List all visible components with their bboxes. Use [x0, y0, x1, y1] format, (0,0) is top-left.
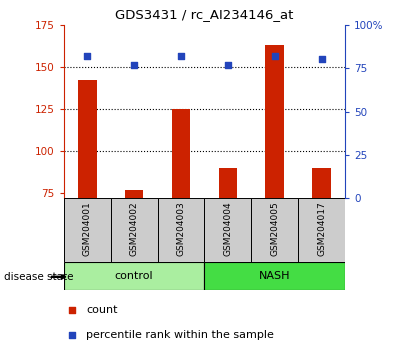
Text: percentile rank within the sample: percentile rank within the sample — [86, 330, 274, 339]
Bar — [64, 198, 111, 262]
Text: GSM204003: GSM204003 — [176, 201, 185, 256]
Bar — [205, 198, 252, 262]
Point — [131, 62, 137, 68]
Point — [319, 57, 325, 62]
Text: disease state: disease state — [4, 272, 74, 282]
Point — [225, 62, 231, 68]
Text: NASH: NASH — [259, 271, 291, 281]
Point — [178, 53, 184, 59]
Bar — [111, 198, 157, 262]
Text: GSM204005: GSM204005 — [270, 201, 279, 256]
Text: count: count — [86, 305, 118, 315]
Bar — [64, 262, 205, 290]
Bar — [266, 45, 284, 198]
Bar — [172, 109, 190, 198]
Point — [84, 53, 90, 59]
Bar — [205, 262, 345, 290]
Point — [272, 53, 278, 59]
Text: GSM204002: GSM204002 — [129, 201, 139, 256]
Point — [278, 175, 284, 181]
Text: GSM204004: GSM204004 — [224, 201, 233, 256]
Bar — [252, 198, 298, 262]
Bar — [78, 80, 97, 198]
Bar — [219, 168, 237, 198]
Bar — [312, 168, 331, 198]
Title: GDS3431 / rc_AI234146_at: GDS3431 / rc_AI234146_at — [115, 8, 294, 21]
Bar — [298, 198, 345, 262]
Text: control: control — [115, 271, 153, 281]
Bar — [125, 190, 143, 198]
Bar — [157, 198, 205, 262]
Text: GSM204017: GSM204017 — [317, 201, 326, 256]
Text: GSM204001: GSM204001 — [83, 201, 92, 256]
